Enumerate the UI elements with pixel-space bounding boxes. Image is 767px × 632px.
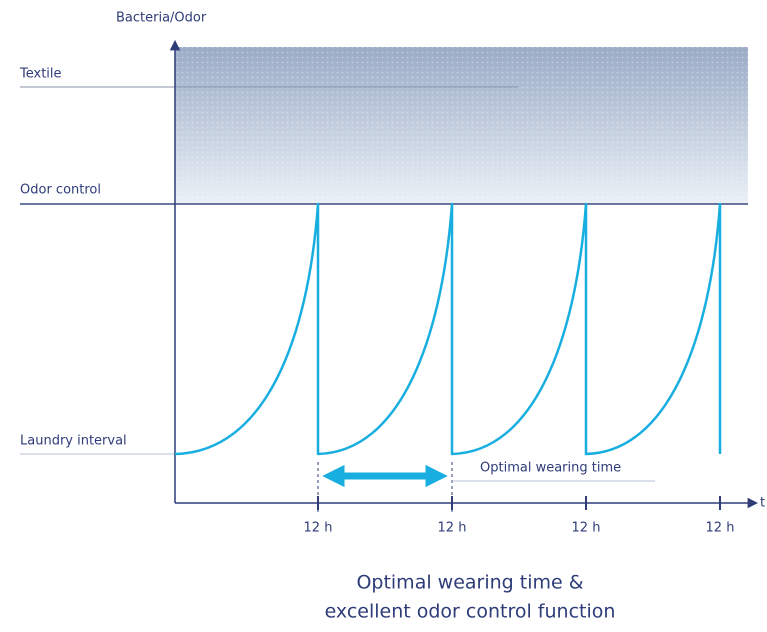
x-tick-label: 12 h bbox=[438, 521, 467, 536]
laundry-interval-label: Laundry interval bbox=[20, 434, 127, 449]
bacteria-curve bbox=[174, 202, 722, 456]
x-tick-label: 12 h bbox=[304, 521, 333, 536]
odor-control-label: Odor control bbox=[20, 183, 101, 198]
x-tick-label: 12 h bbox=[706, 521, 735, 536]
textile-texture bbox=[175, 47, 748, 204]
caption-line: Optimal wearing time & bbox=[356, 572, 583, 594]
x-axis-label: t bbox=[760, 496, 765, 511]
annotation: Optimal wearing time bbox=[480, 461, 621, 476]
caption-line: excellent odor control function bbox=[325, 601, 616, 623]
x-tick-label: 12 h bbox=[572, 521, 601, 536]
textile-label: Textile bbox=[19, 67, 62, 82]
y-axis-label: Bacteria/Odor bbox=[116, 11, 207, 26]
